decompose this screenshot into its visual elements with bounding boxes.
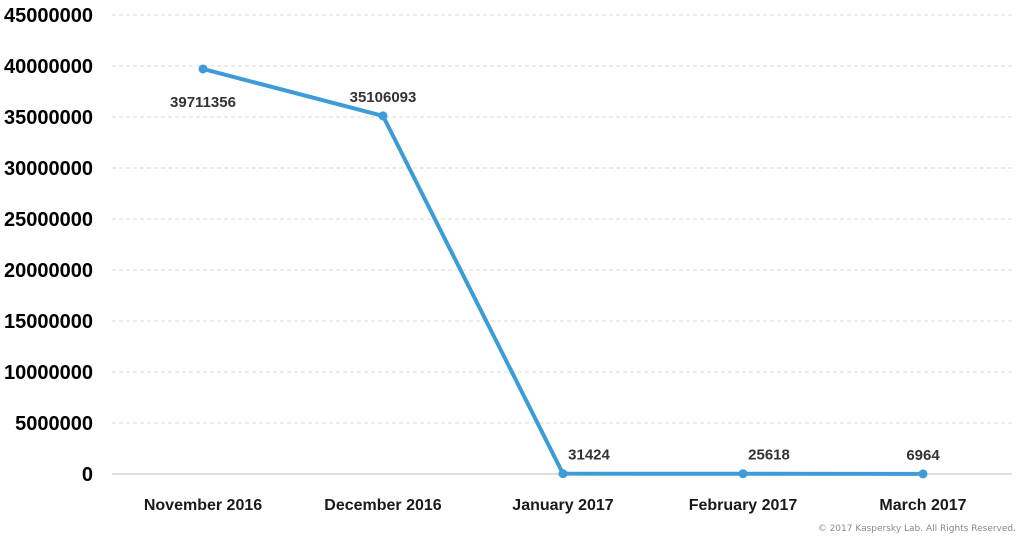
x-tick-label: December 2016 [324, 497, 442, 514]
data-point [378, 111, 388, 121]
data-point [738, 469, 748, 479]
x-tick-label: January 2017 [512, 497, 614, 514]
y-tick-label: 10000000 [4, 362, 93, 384]
data-label: 39711356 [170, 94, 236, 111]
data-points [198, 64, 928, 479]
data-label: 35106093 [350, 89, 417, 106]
x-tick-label: November 2016 [144, 497, 262, 514]
x-axis-ticks: November 2016 December 2016 January 2017 Fe… [144, 497, 967, 514]
x-tick-label: March 2017 [879, 497, 966, 514]
data-label: 31424 [568, 447, 610, 464]
data-label: 25618 [748, 447, 790, 464]
x-tick-label: February 2017 [689, 497, 798, 514]
y-tick-label: 30000000 [4, 158, 93, 180]
gridlines [112, 14, 1012, 424]
data-point [558, 469, 568, 479]
y-tick-label: 45000000 [4, 5, 93, 27]
data-labels: 39711356 35106093 31424 25618 6964 [170, 89, 940, 464]
y-tick-label: 25000000 [4, 209, 93, 231]
y-tick-label: 5000000 [15, 413, 93, 435]
y-tick-label: 15000000 [4, 311, 93, 333]
y-axis-ticks: 0 5000000 10000000 15000000 20000000 25000000… [4, 5, 93, 486]
copyright-text: © 2017 Kaspersky Lab. All Rights Reserve… [818, 524, 1016, 534]
data-point [918, 469, 928, 479]
y-tick-label: 35000000 [4, 107, 93, 129]
series-line [201, 66, 925, 476]
data-point [198, 64, 208, 74]
y-tick-label: 40000000 [4, 56, 93, 78]
y-tick-label: 20000000 [4, 260, 93, 282]
data-label: 6964 [906, 447, 940, 464]
y-tick-label: 0 [82, 464, 93, 486]
